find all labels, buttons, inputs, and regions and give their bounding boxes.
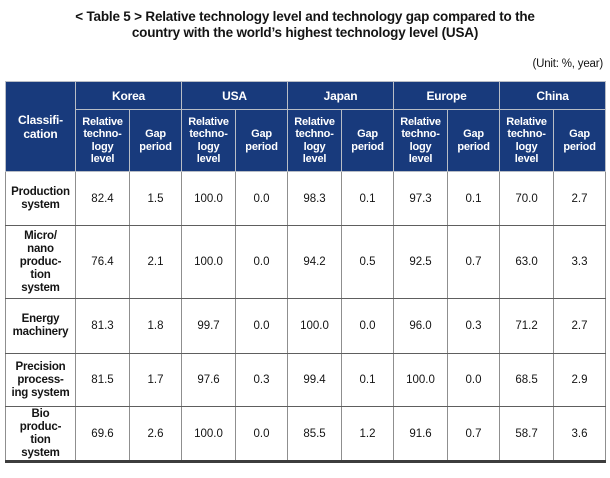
value-cell: 85.5 <box>287 406 343 462</box>
country-header-japan: Japan <box>287 81 395 110</box>
value-cell: 3.6 <box>553 406 607 462</box>
value-cell: 0.3 <box>447 298 501 354</box>
country-header-row: Classifi- cation Korea USA Japan Europe … <box>5 81 607 172</box>
value-cell: 0.0 <box>341 298 395 354</box>
table-caption: < Table 5 > Relative technology level an… <box>0 0 610 41</box>
value-cell: 96.0 <box>393 298 449 354</box>
country-header-usa: USA <box>181 81 289 110</box>
subheader-china-relative-level: Relative techno- logy level <box>499 109 555 172</box>
value-cell: 71.2 <box>499 298 555 354</box>
value-cell: 99.7 <box>181 298 237 354</box>
table-row-bio-production-system: Bio produc- tion system 69.6 2.6 100.0 0… <box>5 406 607 462</box>
subheader-japan-gap-period: Gap period <box>341 109 395 172</box>
caption-line-1: < Table 5 > Relative technology level an… <box>75 9 535 24</box>
value-cell: 0.0 <box>447 353 501 407</box>
value-cell: 2.1 <box>128 225 183 299</box>
value-cell: 63.0 <box>499 225 555 299</box>
value-cell: 100.0 <box>393 353 449 407</box>
value-cell: 0.1 <box>341 171 395 226</box>
subheader-korea-gap-period: Gap period <box>128 109 183 172</box>
value-cell: 0.1 <box>447 171 501 226</box>
value-cell: 1.5 <box>128 171 183 226</box>
country-header-europe: Europe <box>393 81 501 110</box>
value-cell: 100.0 <box>181 406 237 462</box>
value-cell: 98.3 <box>287 171 343 226</box>
value-cell: 0.7 <box>447 406 501 462</box>
subheader-korea-relative-level: Relative techno- logy level <box>75 109 130 172</box>
table-row-micro-nano-production-system: Micro/ nano produc- tion system 76.4 2.1… <box>5 225 607 299</box>
subheader-usa-gap-period: Gap period <box>235 109 289 172</box>
unit-note: (Unit: %, year) <box>532 58 604 70</box>
caption-line-2: country with the world’s highest technol… <box>131 25 479 40</box>
row-label: Production system <box>5 171 76 226</box>
value-cell: 0.3 <box>235 353 289 407</box>
subheader-europe-relative-level: Relative techno- logy level <box>393 109 449 172</box>
technology-level-table: Classifi- cation Korea USA Japan Europe … <box>5 81 607 463</box>
subheader-usa-relative-level: Relative techno- logy level <box>181 109 237 172</box>
country-header-korea: Korea <box>74 81 183 110</box>
value-cell: 82.4 <box>75 171 130 226</box>
value-cell: 1.7 <box>128 353 183 407</box>
subheader-europe-gap-period: Gap period <box>447 109 501 172</box>
value-cell: 97.3 <box>393 171 449 226</box>
subheader-china-gap-period: Gap period <box>553 109 607 172</box>
value-cell: 1.8 <box>128 298 183 354</box>
value-cell: 94.2 <box>287 225 343 299</box>
value-cell: 0.0 <box>235 225 289 299</box>
value-cell: 1.2 <box>341 406 395 462</box>
value-cell: 100.0 <box>181 171 237 226</box>
value-cell: 70.0 <box>499 171 555 226</box>
value-cell: 0.0 <box>235 171 289 226</box>
row-label: Bio produc- tion system <box>5 406 76 462</box>
value-cell: 0.7 <box>447 225 501 299</box>
value-cell: 69.6 <box>75 406 130 462</box>
value-cell: 2.9 <box>553 353 607 407</box>
value-cell: 0.0 <box>235 298 289 354</box>
value-cell: 100.0 <box>287 298 343 354</box>
value-cell: 81.5 <box>75 353 130 407</box>
value-cell: 2.7 <box>553 298 607 354</box>
value-cell: 58.7 <box>499 406 555 462</box>
value-cell: 97.6 <box>181 353 237 407</box>
value-cell: 100.0 <box>181 225 237 299</box>
country-header-china: China <box>499 81 607 110</box>
value-cell: 0.5 <box>341 225 395 299</box>
value-cell: 2.6 <box>128 406 183 462</box>
value-cell: 0.0 <box>235 406 289 462</box>
value-cell: 81.3 <box>75 298 130 354</box>
value-cell: 3.3 <box>553 225 607 299</box>
value-cell: 92.5 <box>393 225 449 299</box>
sub-header-row: Relative techno- logy level Gap period R… <box>6 109 607 172</box>
table-row-production-system: Production system 82.4 1.5 100.0 0.0 98.… <box>5 171 607 226</box>
table-row-energy-machinery: Energy machinery 81.3 1.8 99.7 0.0 100.0… <box>5 298 607 354</box>
row-label: Micro/ nano produc- tion system <box>5 225 76 299</box>
row-label: Energy machinery <box>5 298 76 354</box>
value-cell: 99.4 <box>287 353 343 407</box>
table-row-precision-processing-system: Precision process- ing system 81.5 1.7 9… <box>5 353 607 407</box>
value-cell: 0.1 <box>341 353 395 407</box>
value-cell: 91.6 <box>393 406 449 462</box>
value-cell: 2.7 <box>553 171 607 226</box>
subheader-japan-relative-level: Relative techno- logy level <box>287 109 343 172</box>
classification-header: Classifi- cation <box>5 81 76 172</box>
value-cell: 68.5 <box>499 353 555 407</box>
value-cell: 76.4 <box>75 225 130 299</box>
row-label: Precision process- ing system <box>5 353 76 407</box>
